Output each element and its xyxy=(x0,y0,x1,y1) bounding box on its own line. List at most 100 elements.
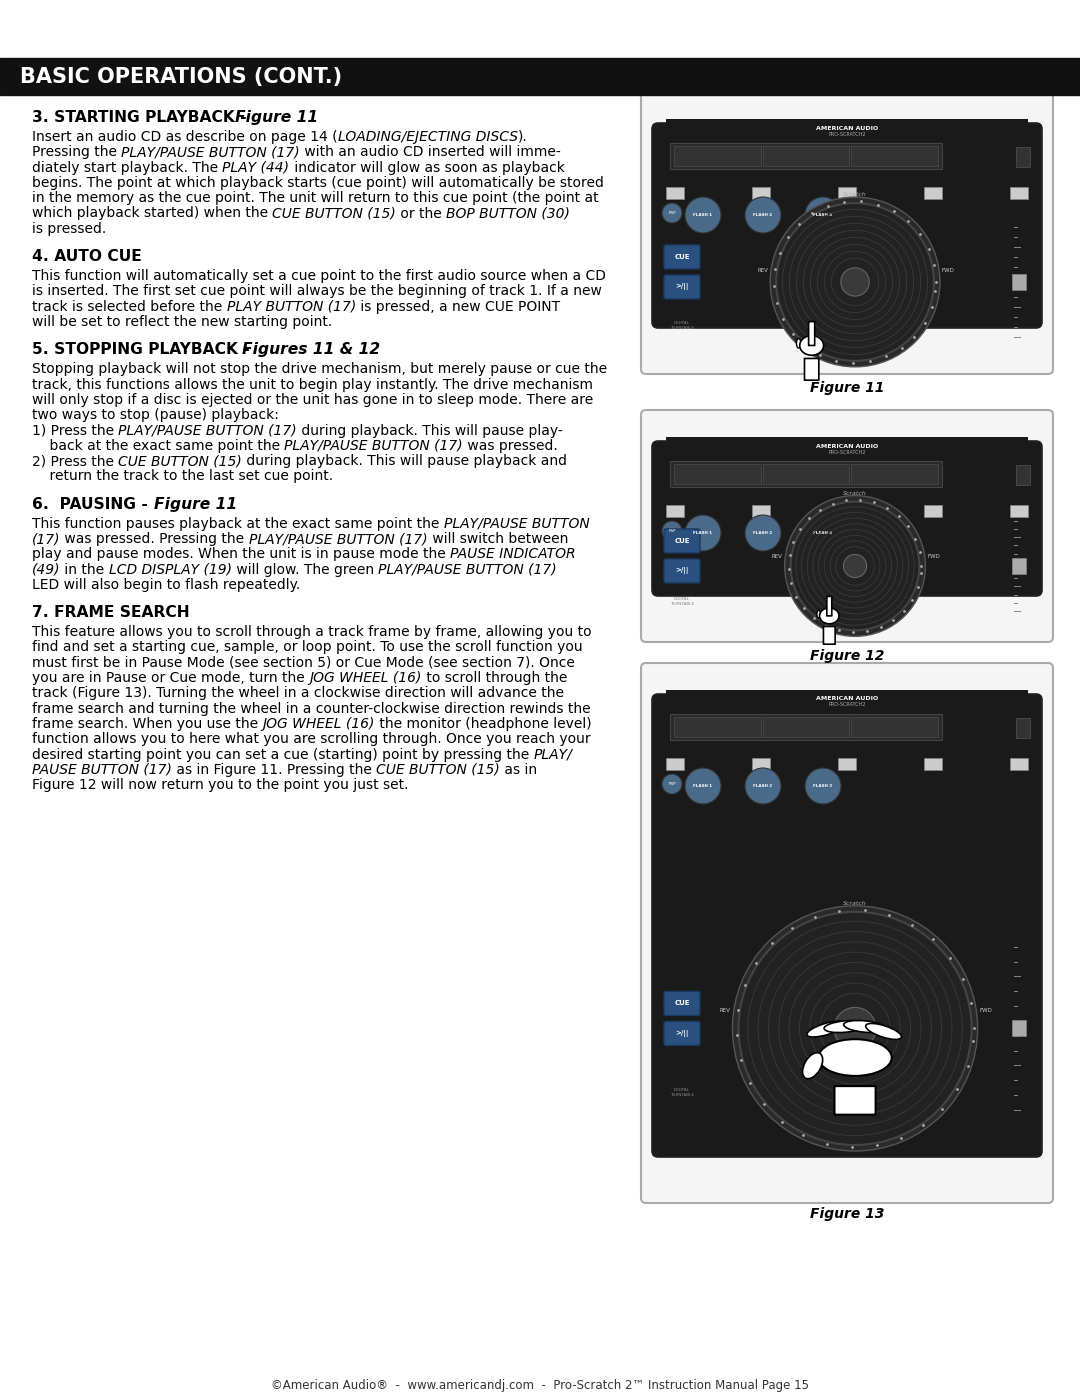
Ellipse shape xyxy=(796,338,800,348)
Text: Figure 11: Figure 11 xyxy=(154,497,238,511)
Bar xyxy=(1010,187,1028,198)
FancyBboxPatch shape xyxy=(642,409,1053,643)
Bar xyxy=(838,504,856,517)
Text: which playback started) when the: which playback started) when the xyxy=(32,207,272,221)
Text: PRO-SCRATCH2: PRO-SCRATCH2 xyxy=(828,450,866,454)
Text: PLAY/PAUSE BUTTON (17): PLAY/PAUSE BUTTON (17) xyxy=(249,532,428,546)
FancyBboxPatch shape xyxy=(664,559,700,583)
Text: ©American Audio®  -  www.americandj.com  -  Pro-Scratch 2™ Instruction Manual Pa: ©American Audio® - www.americandj.com - … xyxy=(271,1379,809,1391)
Ellipse shape xyxy=(824,1020,866,1032)
Bar xyxy=(1010,759,1028,770)
Text: FWD: FWD xyxy=(942,268,955,272)
Text: FLASH 2: FLASH 2 xyxy=(754,784,772,788)
Text: is pressed, a new CUE POINT: is pressed, a new CUE POINT xyxy=(356,300,561,314)
Text: will glow. The green: will glow. The green xyxy=(232,563,378,577)
Circle shape xyxy=(662,521,681,541)
Bar xyxy=(924,187,942,198)
Bar xyxy=(924,759,942,770)
Bar xyxy=(666,504,684,517)
Bar xyxy=(762,147,850,166)
Text: PLAY/PAUSE BUTTON (17): PLAY/PAUSE BUTTON (17) xyxy=(121,145,300,159)
FancyBboxPatch shape xyxy=(652,694,1042,1157)
FancyBboxPatch shape xyxy=(664,529,700,553)
Bar xyxy=(670,461,942,488)
FancyBboxPatch shape xyxy=(664,1021,700,1045)
Circle shape xyxy=(791,502,919,630)
Bar xyxy=(666,437,1028,455)
Text: Scratch: Scratch xyxy=(843,901,867,905)
Text: PSP: PSP xyxy=(669,782,676,787)
Text: AMERICAN AUDIO: AMERICAN AUDIO xyxy=(815,443,878,448)
Text: (17): (17) xyxy=(32,532,60,546)
Text: 1) Press the: 1) Press the xyxy=(32,423,119,437)
Bar xyxy=(762,464,850,483)
Bar xyxy=(674,147,760,166)
FancyBboxPatch shape xyxy=(664,244,700,270)
Text: PAUSE INDICATOR: PAUSE INDICATOR xyxy=(450,548,576,562)
Text: CUE BUTTON (15): CUE BUTTON (15) xyxy=(119,454,242,468)
Text: LCD DISPLAY (19): LCD DISPLAY (19) xyxy=(109,563,232,577)
Text: track is selected before the: track is selected before the xyxy=(32,300,227,314)
Bar xyxy=(0,59,1080,95)
Bar xyxy=(674,717,760,738)
Text: PLAY BUTTON (17): PLAY BUTTON (17) xyxy=(227,300,356,314)
Text: is inserted. The first set cue point will always be the beginning of track 1. If: is inserted. The first set cue point wil… xyxy=(32,285,602,299)
FancyBboxPatch shape xyxy=(835,1085,876,1115)
Text: in the: in the xyxy=(60,563,109,577)
FancyBboxPatch shape xyxy=(664,992,700,1016)
Text: This function pauses playback at the exact same point the: This function pauses playback at the exa… xyxy=(32,517,444,531)
Ellipse shape xyxy=(821,609,825,619)
Text: JOG WHEEL (16): JOG WHEEL (16) xyxy=(262,717,375,731)
Text: will switch between: will switch between xyxy=(428,532,568,546)
Text: DIGITAL
TURNTABLE: DIGITAL TURNTABLE xyxy=(670,321,694,330)
Bar xyxy=(674,464,760,483)
FancyBboxPatch shape xyxy=(642,664,1053,1203)
Text: FLASH 2: FLASH 2 xyxy=(754,212,772,217)
FancyBboxPatch shape xyxy=(823,626,835,644)
Bar xyxy=(670,714,942,740)
Text: to scroll through the: to scroll through the xyxy=(421,671,567,685)
Ellipse shape xyxy=(820,608,839,624)
Ellipse shape xyxy=(802,1053,823,1078)
Text: >/||: >/|| xyxy=(675,284,689,291)
Bar xyxy=(670,142,942,169)
Text: (49): (49) xyxy=(32,563,60,577)
Text: FWD: FWD xyxy=(928,553,941,559)
Text: PRO-SCRATCH2: PRO-SCRATCH2 xyxy=(828,131,866,137)
Bar xyxy=(666,187,684,198)
Text: find and set a starting cue, sample, or loop point. To use the scroll function y: find and set a starting cue, sample, or … xyxy=(32,640,582,655)
Text: during playback. This will pause playback and: during playback. This will pause playbac… xyxy=(242,454,567,468)
Text: two ways to stop (pause) playback:: two ways to stop (pause) playback: xyxy=(32,408,279,422)
FancyBboxPatch shape xyxy=(805,359,819,380)
Circle shape xyxy=(805,515,841,550)
Circle shape xyxy=(745,768,781,805)
Text: must first be in Pause Mode (see section 5) or Cue Mode (see section 7). Once: must first be in Pause Mode (see section… xyxy=(32,655,575,669)
Text: 3. STARTING PLAYBACK -: 3. STARTING PLAYBACK - xyxy=(32,110,252,124)
Ellipse shape xyxy=(819,1039,892,1076)
Text: REV: REV xyxy=(772,553,783,559)
Text: Insert an audio CD as describe on page 14 (: Insert an audio CD as describe on page 1… xyxy=(32,130,338,144)
Text: This function will automatically set a cue point to the first audio source when : This function will automatically set a c… xyxy=(32,270,606,284)
Text: or the: or the xyxy=(396,207,446,221)
Circle shape xyxy=(739,912,972,1146)
Text: Figure 12 will now return you to the point you just set.: Figure 12 will now return you to the poi… xyxy=(32,778,408,792)
Bar xyxy=(838,759,856,770)
Text: as in: as in xyxy=(500,763,537,777)
Circle shape xyxy=(685,768,721,805)
Text: >/||: >/|| xyxy=(675,1030,689,1037)
Circle shape xyxy=(777,203,934,360)
Text: LOADING/EJECTING DISCS: LOADING/EJECTING DISCS xyxy=(338,130,517,144)
Text: PRO-SCRATCH2: PRO-SCRATCH2 xyxy=(828,703,866,707)
Text: 2) Press the: 2) Press the xyxy=(32,454,119,468)
Text: PLAY (44): PLAY (44) xyxy=(222,161,289,175)
Text: is pressed.: is pressed. xyxy=(32,222,106,236)
Text: AMERICAN AUDIO: AMERICAN AUDIO xyxy=(815,697,878,701)
Text: ).: ). xyxy=(517,130,527,144)
Bar xyxy=(1012,557,1026,574)
Text: was pressed.: was pressed. xyxy=(463,439,558,453)
Bar xyxy=(666,759,684,770)
Circle shape xyxy=(745,515,781,550)
Bar xyxy=(1012,1020,1026,1037)
Text: indicator will glow as soon as playback: indicator will glow as soon as playback xyxy=(289,161,565,175)
Text: Scratch: Scratch xyxy=(843,191,867,197)
